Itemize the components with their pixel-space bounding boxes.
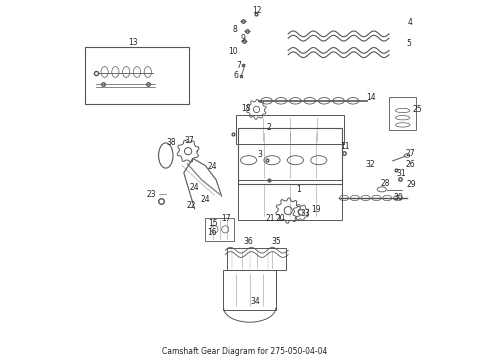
Text: 5: 5 xyxy=(406,39,411,48)
Text: 9: 9 xyxy=(240,34,245,43)
Bar xyxy=(223,270,275,310)
Text: 2: 2 xyxy=(266,123,271,132)
Text: 37: 37 xyxy=(184,136,194,145)
Bar xyxy=(389,97,416,130)
Text: 11: 11 xyxy=(341,143,350,152)
Text: 30: 30 xyxy=(393,193,403,202)
Text: 26: 26 xyxy=(405,160,415,169)
Bar xyxy=(238,180,342,220)
Text: 17: 17 xyxy=(221,214,231,223)
Text: 4: 4 xyxy=(408,18,412,27)
Text: 31: 31 xyxy=(397,169,406,178)
Text: 29: 29 xyxy=(407,180,416,189)
Text: 16: 16 xyxy=(207,229,217,238)
Bar xyxy=(238,128,342,184)
Text: 24: 24 xyxy=(200,194,210,204)
Text: 22: 22 xyxy=(187,202,196,210)
Text: 13: 13 xyxy=(128,38,138,47)
Text: 33: 33 xyxy=(300,209,310,217)
Text: 24: 24 xyxy=(207,162,217,171)
Text: 15: 15 xyxy=(209,220,218,229)
Text: 7: 7 xyxy=(237,61,241,70)
Text: 19: 19 xyxy=(312,205,321,214)
Text: 34: 34 xyxy=(250,297,260,306)
Text: 14: 14 xyxy=(367,93,376,102)
Text: 20: 20 xyxy=(275,215,285,223)
Text: 1: 1 xyxy=(296,185,301,194)
Text: 12: 12 xyxy=(252,6,262,15)
Text: 28: 28 xyxy=(381,179,390,188)
Text: 35: 35 xyxy=(272,238,282,247)
Bar xyxy=(236,115,344,144)
Bar xyxy=(227,248,286,270)
Text: 10: 10 xyxy=(229,47,238,56)
Text: 25: 25 xyxy=(412,105,422,114)
Bar xyxy=(85,47,189,104)
Text: 27: 27 xyxy=(405,149,415,158)
Text: 32: 32 xyxy=(365,161,375,170)
Text: 3: 3 xyxy=(257,150,262,159)
Text: 23: 23 xyxy=(147,190,156,199)
Text: 8: 8 xyxy=(233,25,238,34)
Text: 36: 36 xyxy=(243,237,253,246)
Text: 38: 38 xyxy=(167,138,176,147)
Text: 6: 6 xyxy=(234,71,239,80)
Text: 21: 21 xyxy=(266,215,275,223)
Text: 24: 24 xyxy=(190,183,199,192)
Bar xyxy=(205,218,234,241)
Text: Camshaft Gear Diagram for 275-050-04-04: Camshaft Gear Diagram for 275-050-04-04 xyxy=(162,347,328,356)
Text: 18: 18 xyxy=(241,104,250,113)
